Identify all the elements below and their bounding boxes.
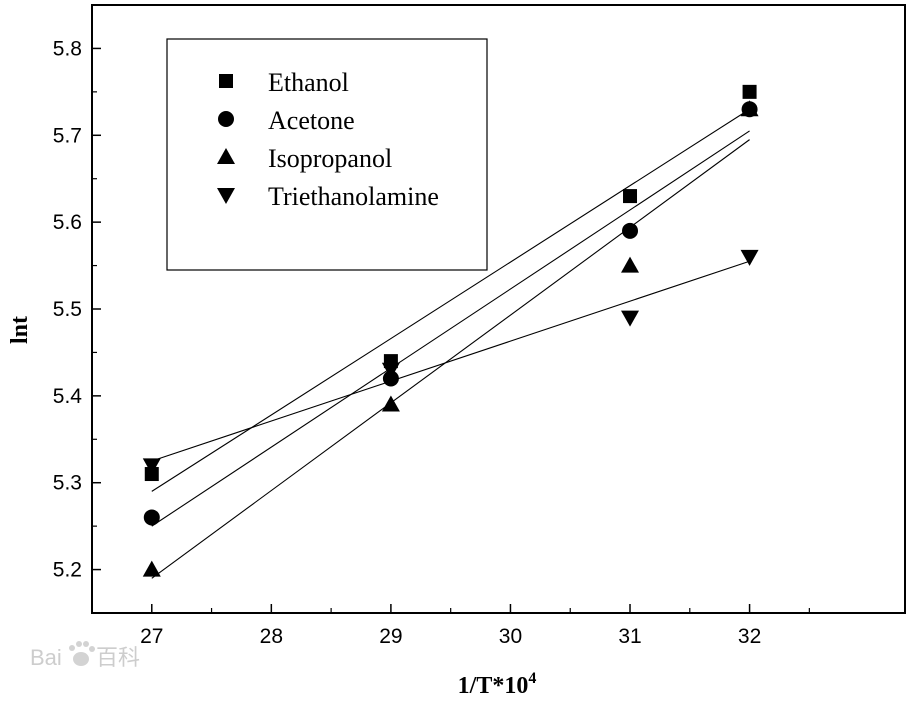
x-tick-label: 31 [618, 625, 641, 648]
y-tick-label: 5.4 [53, 385, 83, 408]
y-tick-label: 5.5 [53, 298, 82, 321]
x-tick-label: 28 [260, 625, 283, 648]
fit-lines [151, 108, 750, 579]
y-axis-label: lnt [7, 316, 33, 344]
y-tick-label: 5.8 [53, 37, 82, 60]
legend-label: Acetone [268, 106, 355, 135]
data-markers [142, 84, 759, 577]
y-tick-label: 5.2 [53, 559, 82, 582]
isopropanol-point [142, 560, 161, 577]
ethanol-legend-marker [219, 74, 233, 88]
plot-frame [91, 4, 906, 614]
x-tick-label: 27 [140, 625, 163, 648]
x-axis-label: 1/T*104 [458, 670, 537, 699]
legend-label: Isopropanol [268, 144, 392, 173]
watermark: Bai 百科 [30, 641, 140, 670]
legend-box [166, 38, 488, 271]
acetone-point [143, 509, 160, 526]
watermark-text: Bai [30, 645, 62, 670]
watermark-cjk: 百科 [96, 645, 140, 670]
axis-ticks: 27 28 29 30 31 32 5.2 5.3 5.4 5.5 5.6 5.7 5.8 [53, 37, 810, 648]
triethanolamine-point [621, 310, 640, 327]
ethanol-fit-line [151, 108, 750, 492]
triethanolamine-fit-line [151, 260, 750, 462]
triethanolamine-point [740, 249, 759, 266]
legend-label: Ethanol [268, 68, 349, 97]
isopropanol-point [621, 256, 640, 273]
x-axis-label-main: 1/T*10 [458, 673, 529, 699]
x-tick-label: 29 [379, 625, 402, 648]
acetone-point [622, 222, 639, 239]
legend: Ethanol Acetone Isopropanol Triethanolamine [166, 38, 488, 271]
isopropanol-legend-marker [217, 148, 235, 164]
ethanol-point [742, 84, 757, 99]
triethanolamine-point [142, 458, 161, 475]
ethanol-point [623, 189, 638, 204]
x-axis-label-sup: 4 [528, 670, 536, 687]
isopropanol-point [740, 100, 759, 117]
isopropanol-fit-line [151, 139, 750, 579]
legend-label: Triethanolamine [268, 182, 439, 211]
y-tick-label: 5.3 [53, 472, 82, 495]
paw-icon [69, 641, 95, 666]
triethanolamine-legend-marker [217, 188, 235, 204]
y-tick-label: 5.6 [53, 211, 82, 234]
acetone-legend-marker [218, 111, 234, 127]
y-tick-label: 5.7 [53, 124, 82, 147]
isopropanol-point [381, 395, 400, 412]
triethanolamine-point [381, 362, 400, 379]
x-tick-label: 30 [499, 625, 522, 648]
acetone-fit-line [151, 130, 750, 527]
x-tick-label: 32 [738, 625, 761, 648]
